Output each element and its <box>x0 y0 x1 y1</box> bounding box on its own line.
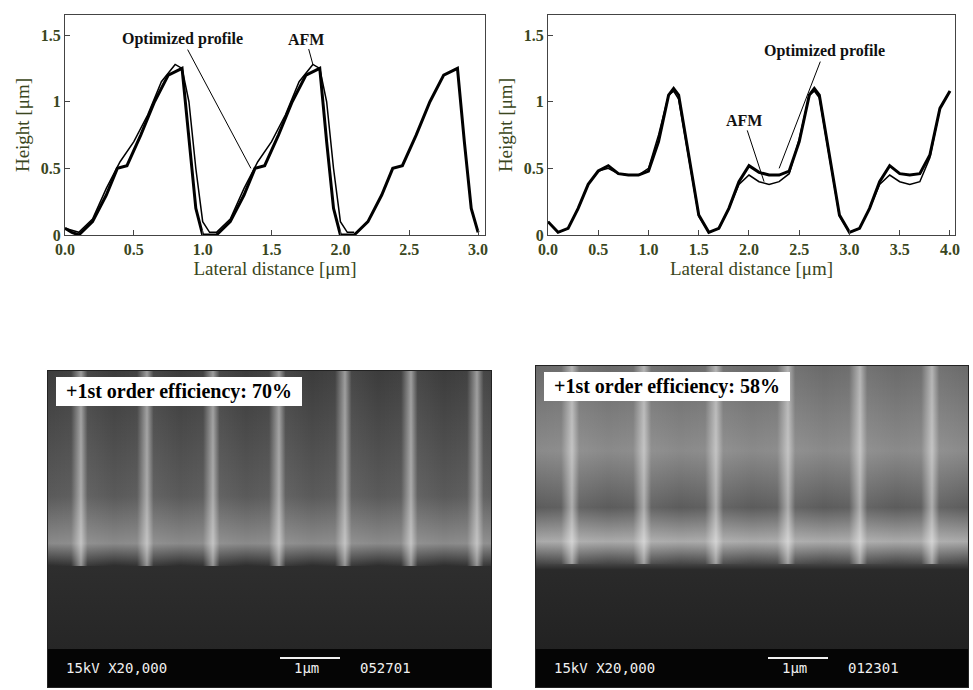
svg-text:0.5: 0.5 <box>41 160 61 177</box>
html-text:15kV X20,000: 15kV X20,000 <box>554 660 656 676</box>
svg-text:1.0: 1.0 <box>638 241 658 258</box>
svg-text:3.5: 3.5 <box>890 241 910 258</box>
svg-text:2.0: 2.0 <box>330 241 350 258</box>
svg-text:0.0: 0.0 <box>55 241 75 258</box>
svg-text:1.5: 1.5 <box>41 27 61 44</box>
html-text:+1st order efficiency: 70%: +1st order efficiency: 70% <box>66 380 292 402</box>
html-text:052701: 052701 <box>360 660 411 676</box>
svg-text:0.5: 0.5 <box>124 241 144 258</box>
svg-text:Optimized profile: Optimized profile <box>122 30 243 48</box>
svg-text:3.0: 3.0 <box>468 241 488 258</box>
svg-text:0: 0 <box>536 227 544 244</box>
svg-text:1.5: 1.5 <box>524 27 544 44</box>
svg-text:0.5: 0.5 <box>588 241 608 258</box>
svg-text:1: 1 <box>53 93 61 110</box>
svg-text:2.0: 2.0 <box>739 241 759 258</box>
svg-text:Height [μm]: Height [μm] <box>12 78 33 172</box>
svg-text:1: 1 <box>536 93 544 110</box>
html-text:1μm: 1μm <box>294 660 320 676</box>
html-text:15kV X20,000: 15kV X20,000 <box>66 660 168 676</box>
html-text:+1st order efficiency: 58%: +1st order efficiency: 58% <box>554 375 780 397</box>
svg-text:0.0: 0.0 <box>538 241 558 258</box>
svg-text:AFM: AFM <box>288 31 324 48</box>
svg-text:2.5: 2.5 <box>399 241 419 258</box>
svg-text:2.5: 2.5 <box>789 241 809 258</box>
svg-text:Lateral distance [μm]: Lateral distance [μm] <box>193 258 356 279</box>
svg-text:0.5: 0.5 <box>524 160 544 177</box>
html-text:012301: 012301 <box>848 660 899 676</box>
svg-text:3.0: 3.0 <box>839 241 859 258</box>
svg-text:Height [μm]: Height [μm] <box>495 78 516 172</box>
svg-text:Lateral distance [μm]: Lateral distance [μm] <box>670 258 833 279</box>
svg-text:AFM: AFM <box>726 112 762 129</box>
svg-text:0: 0 <box>53 227 61 244</box>
html-text:1μm: 1μm <box>782 660 808 676</box>
svg-text:Optimized profile: Optimized profile <box>764 42 885 60</box>
svg-text:1.5: 1.5 <box>262 241 282 258</box>
svg-text:1.5: 1.5 <box>689 241 709 258</box>
svg-text:4.0: 4.0 <box>940 241 960 258</box>
svg-text:1.0: 1.0 <box>193 241 213 258</box>
